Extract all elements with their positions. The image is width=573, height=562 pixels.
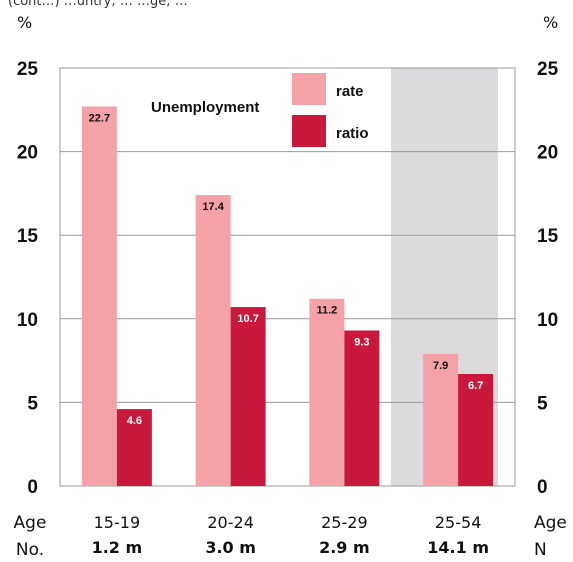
y-tick-right-10: 10 bbox=[537, 310, 558, 331]
legend-label-ratio: ratio bbox=[336, 125, 369, 142]
header-fragment: (cont…) …untry; … …ge; … bbox=[8, 0, 188, 9]
row-label-no-right: N bbox=[534, 540, 547, 560]
y-tick-left-10: 10 bbox=[17, 310, 38, 331]
count-label-15-19: 1.2 m bbox=[92, 538, 143, 557]
y-tick-right-20: 20 bbox=[537, 143, 558, 164]
bar-ratio-25-54 bbox=[458, 373, 494, 486]
plot-frame bbox=[59, 67, 516, 487]
bar-rate-25-54 bbox=[423, 353, 459, 486]
data-label-ratio-25-29: 9.3 bbox=[354, 337, 369, 349]
row-label-no: No. bbox=[16, 540, 44, 560]
bar-rate-25-29 bbox=[309, 298, 345, 486]
x-tick-25-54: 25-54 bbox=[435, 513, 482, 532]
x-tick-20-24: 20-24 bbox=[207, 513, 254, 532]
legend-swatch-ratio bbox=[292, 115, 326, 147]
y-tick-right-15: 15 bbox=[537, 226, 559, 247]
bar-ratio-20-24 bbox=[230, 307, 266, 486]
count-label-20-24: 3.0 m bbox=[205, 538, 256, 557]
legend-title: Unemployment bbox=[151, 99, 259, 116]
legend-label-rate: rate bbox=[336, 83, 364, 100]
row-label-age-right: Age bbox=[534, 513, 567, 533]
data-label-ratio-15-19: 4.6 bbox=[127, 415, 142, 427]
row-label-age: Age bbox=[14, 513, 47, 533]
bar-rate-20-24 bbox=[195, 195, 231, 486]
data-label-rate-20-24: 17.4 bbox=[202, 201, 224, 213]
data-label-ratio-20-24: 10.7 bbox=[237, 313, 258, 325]
bar-ratio-15-19 bbox=[116, 409, 152, 486]
data-label-rate-15-19: 22.7 bbox=[89, 112, 110, 124]
count-label-25-54: 14.1 m bbox=[427, 538, 489, 557]
unit-label-left: % bbox=[17, 13, 32, 32]
data-label-rate-25-29: 11.2 bbox=[316, 305, 337, 317]
unit-label-right: % bbox=[543, 13, 558, 32]
count-label-25-29: 2.9 m bbox=[319, 538, 370, 557]
x-tick-25-29: 25-29 bbox=[321, 513, 368, 532]
y-tick-left-25: 25 bbox=[17, 59, 39, 80]
y-tick-left-20: 20 bbox=[17, 143, 38, 164]
x-tick-15-19: 15-19 bbox=[94, 513, 141, 532]
y-tick-left-0: 0 bbox=[27, 477, 38, 498]
y-tick-left-15: 15 bbox=[17, 226, 39, 247]
y-tick-right-5: 5 bbox=[537, 393, 548, 414]
legend-swatch-rate bbox=[292, 73, 326, 105]
y-tick-right-25: 25 bbox=[537, 59, 559, 80]
y-tick-left-5: 5 bbox=[27, 393, 38, 414]
y-tick-right-0: 0 bbox=[537, 477, 548, 498]
data-label-ratio-25-54: 6.7 bbox=[468, 380, 483, 392]
bar-ratio-25-29 bbox=[344, 330, 380, 486]
data-label-rate-25-54: 7.9 bbox=[433, 360, 448, 372]
bar-rate-15-19 bbox=[81, 106, 117, 487]
